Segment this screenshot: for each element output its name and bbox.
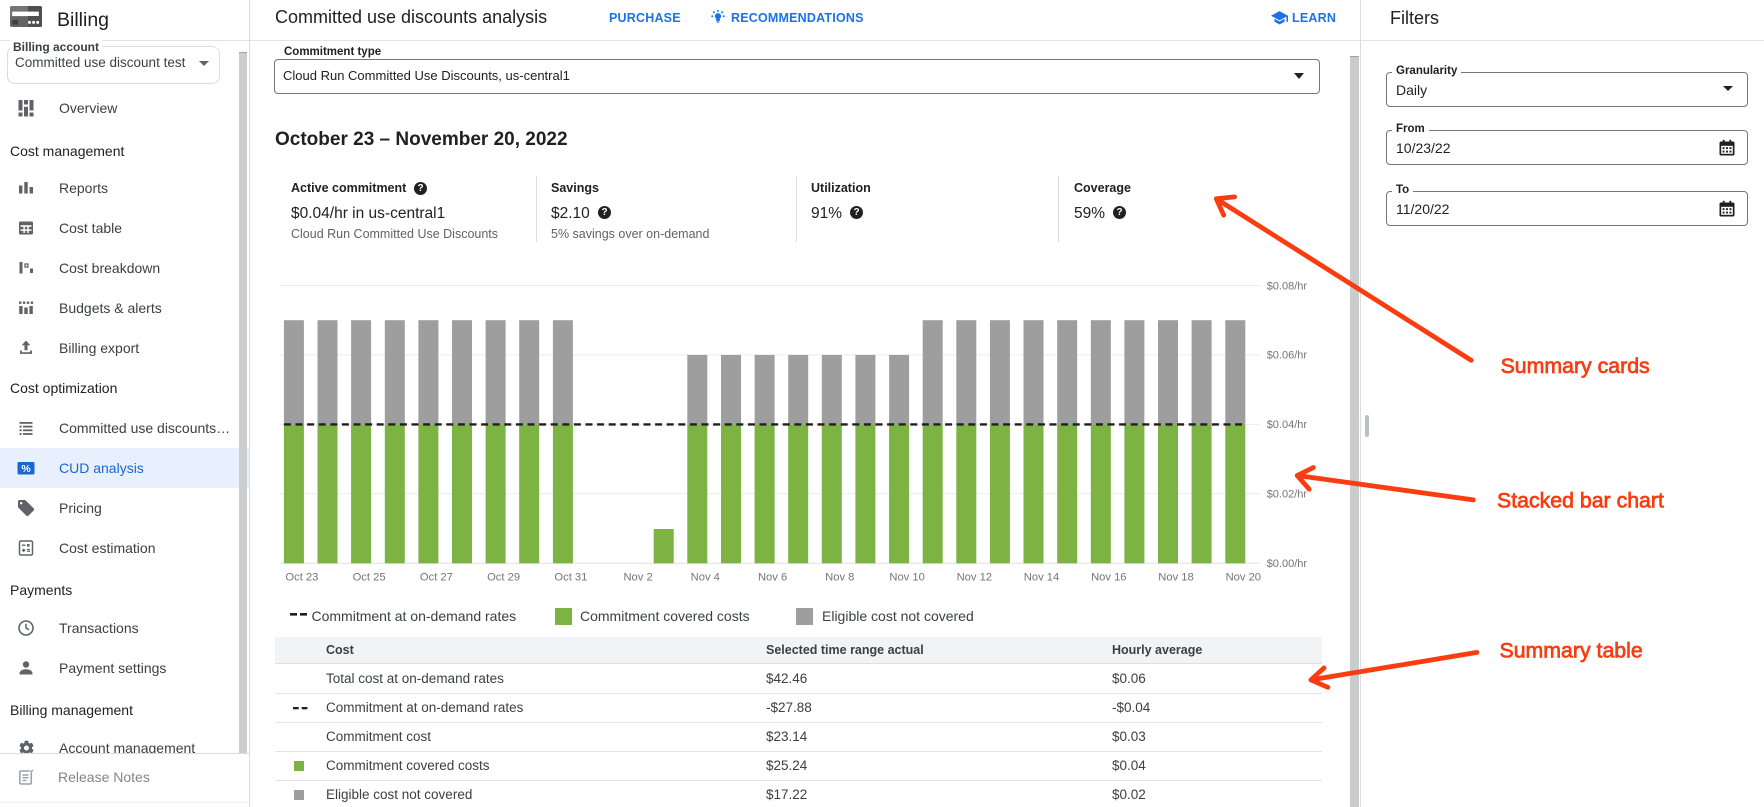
svg-text:$0.06/hr: $0.06/hr [1267, 350, 1308, 362]
svg-text:Nov 14: Nov 14 [1024, 571, 1059, 583]
svg-text:Nov 16: Nov 16 [1091, 571, 1126, 583]
svg-text:$0.02/hr: $0.02/hr [1267, 489, 1308, 501]
svg-text:Nov 18: Nov 18 [1158, 571, 1193, 583]
svg-text:Nov 8: Nov 8 [825, 571, 854, 583]
svg-text:%: % [21, 463, 31, 475]
svg-text:Nov 6: Nov 6 [758, 571, 787, 583]
svg-text:Nov 10: Nov 10 [889, 571, 924, 583]
svg-text:Oct 27: Oct 27 [420, 571, 453, 583]
svg-text:$0.00/hr: $0.00/hr [1267, 558, 1308, 570]
svg-text:Nov 12: Nov 12 [957, 571, 992, 583]
svg-text:Nov 2: Nov 2 [623, 571, 652, 583]
svg-text:Oct 31: Oct 31 [554, 571, 587, 583]
svg-text:Oct 25: Oct 25 [353, 571, 386, 583]
svg-text:Oct 23: Oct 23 [285, 571, 318, 583]
svg-text:Nov 4: Nov 4 [691, 571, 720, 583]
svg-text:$0.04/hr: $0.04/hr [1267, 419, 1308, 431]
svg-text:$0.08/hr: $0.08/hr [1267, 280, 1308, 292]
svg-text:Oct 29: Oct 29 [487, 571, 520, 583]
svg-text:Nov 20: Nov 20 [1226, 571, 1261, 583]
